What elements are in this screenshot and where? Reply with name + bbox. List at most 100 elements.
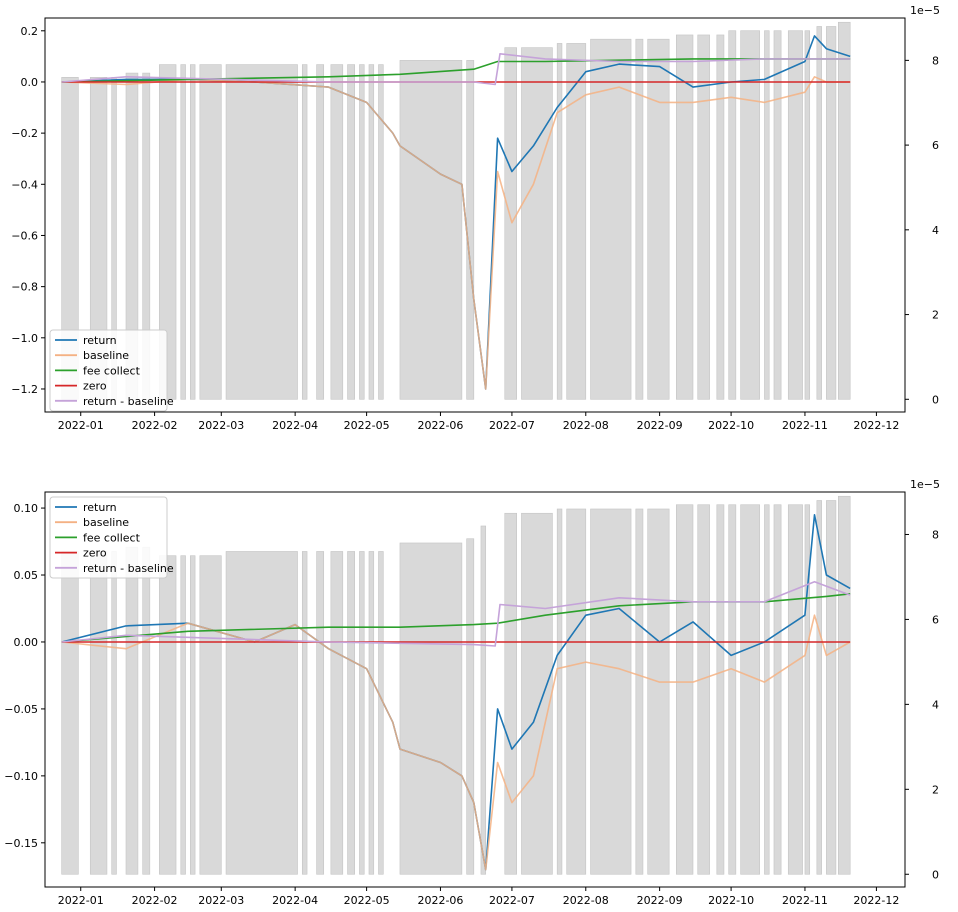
legend-label: fee collect <box>83 531 141 544</box>
x-tick-label: 2022-09 <box>637 894 683 907</box>
series-baseline-line <box>61 614 851 871</box>
fee-bar <box>89 551 108 875</box>
y2-tick-label: 2 <box>932 309 939 322</box>
fee-bar <box>504 47 517 400</box>
chart-2: 2022-01 2022-02 2022-03 2022-04 2022-05 2022-… <box>4 478 940 907</box>
fee-bar <box>556 43 563 400</box>
x-tick-label: 2022-04 <box>272 894 318 907</box>
fee-bar <box>676 504 694 875</box>
fee-bar <box>316 64 325 400</box>
legend-box <box>49 496 168 579</box>
y2-tick-label: 6 <box>932 139 939 152</box>
plot-area <box>61 495 851 875</box>
fee-bar <box>466 60 475 400</box>
fee-bar <box>301 64 308 400</box>
y-tick-label: 0.0 <box>21 76 39 89</box>
legend-label: baseline <box>83 516 129 529</box>
x-tick-label: 2022-11 <box>782 894 828 907</box>
fee-bar <box>225 551 298 875</box>
fee-bar <box>676 34 694 400</box>
fee-bar <box>804 30 811 400</box>
fee-bar <box>697 34 710 400</box>
fee-bar <box>330 64 344 400</box>
fee-bar <box>697 504 710 875</box>
y-tick-label: 0.10 <box>14 502 39 515</box>
y2-tick-label: 8 <box>932 528 939 541</box>
x-tick-label: 2022-10 <box>708 894 754 907</box>
fee-bar <box>316 551 325 875</box>
x-tick-label: 2022-11 <box>782 419 828 432</box>
y2-tick-label: 0 <box>932 393 939 406</box>
chart-1: 2022-01 2022-02 2022-03 2022-04 2022-05 2022-… <box>11 4 940 432</box>
fee-bar <box>378 64 384 400</box>
legend-label: return - baseline <box>83 395 174 408</box>
y2-tick-label: 4 <box>932 224 939 237</box>
fee-bar <box>804 504 811 875</box>
fee-bar <box>647 508 670 875</box>
fee-bar <box>647 38 670 400</box>
y2-tick-label: 2 <box>932 783 939 796</box>
x-tick-label: 2022-07 <box>489 894 535 907</box>
series-fee-collect-line <box>61 58 851 83</box>
x-tick-label: 2022-08 <box>563 419 609 432</box>
x-tick-label: 2022-09 <box>637 419 683 432</box>
fee-bar <box>521 47 553 400</box>
y-tick-label: −0.8 <box>11 281 38 294</box>
fee-bar <box>764 504 770 875</box>
y2-tick-label: 6 <box>932 613 939 626</box>
fee-bar <box>728 504 737 875</box>
x-tick-label: 2022-04 <box>272 419 318 432</box>
fee-bar <box>837 495 851 875</box>
y2-offset-text: 1e−5 <box>910 4 940 17</box>
fee-bar <box>816 26 822 400</box>
x-tick-label: 2022-07 <box>489 419 535 432</box>
y-tick-label: −0.4 <box>11 178 38 191</box>
fee-bar <box>111 551 117 875</box>
y2-tick-label: 4 <box>932 698 939 711</box>
x-tick-label: 2022-05 <box>344 894 390 907</box>
legend: return baseline fee collect zero return - ba… <box>49 329 174 412</box>
fee-bar <box>635 38 644 400</box>
fee-bar <box>159 555 177 875</box>
fee-bar <box>368 551 375 875</box>
fee-bar <box>826 26 837 400</box>
legend: return baseline fee collect zero return - ba… <box>49 496 174 579</box>
fee-bar <box>787 504 803 875</box>
legend-label: baseline <box>83 349 129 362</box>
fee-bar <box>521 512 553 875</box>
legend-label: return <box>83 501 117 514</box>
legend-label: zero <box>83 547 107 560</box>
fee-bar <box>190 64 196 400</box>
fee-bar <box>347 551 355 875</box>
fee-bar <box>359 64 365 400</box>
fee-bar <box>728 30 737 400</box>
fee-bar <box>125 546 139 875</box>
fee-bar <box>61 551 79 875</box>
x-tick-label: 2022-12 <box>853 419 899 432</box>
x-tick-label: 2022-06 <box>417 419 463 432</box>
fee-bar <box>480 525 487 875</box>
y2-tick-label: 8 <box>932 54 939 67</box>
fee-bar <box>301 551 308 875</box>
plot-area <box>61 21 851 400</box>
fee-bar <box>180 64 186 400</box>
fee-bar <box>466 538 475 875</box>
y-tick-label: 0.05 <box>14 569 39 582</box>
series-baseline-line <box>61 76 851 390</box>
x-tick-label: 2022-02 <box>132 894 178 907</box>
fee-bar <box>590 38 632 400</box>
fee-bar <box>347 64 355 400</box>
series-fee-collect-line <box>61 593 851 643</box>
legend-label: return - baseline <box>83 562 174 575</box>
fee-bar <box>199 64 222 400</box>
x-tick-label: 2022-12 <box>853 894 899 907</box>
y2-tick-label: 0 <box>932 868 939 881</box>
y-tick-label: −1.2 <box>11 383 38 396</box>
legend-label: zero <box>83 380 107 393</box>
fee-bar <box>816 500 822 875</box>
fee-bar <box>330 551 344 875</box>
x-tick-label: 2022-03 <box>198 894 244 907</box>
fee-bar <box>716 504 725 875</box>
y-tick-label: −0.05 <box>4 703 38 716</box>
